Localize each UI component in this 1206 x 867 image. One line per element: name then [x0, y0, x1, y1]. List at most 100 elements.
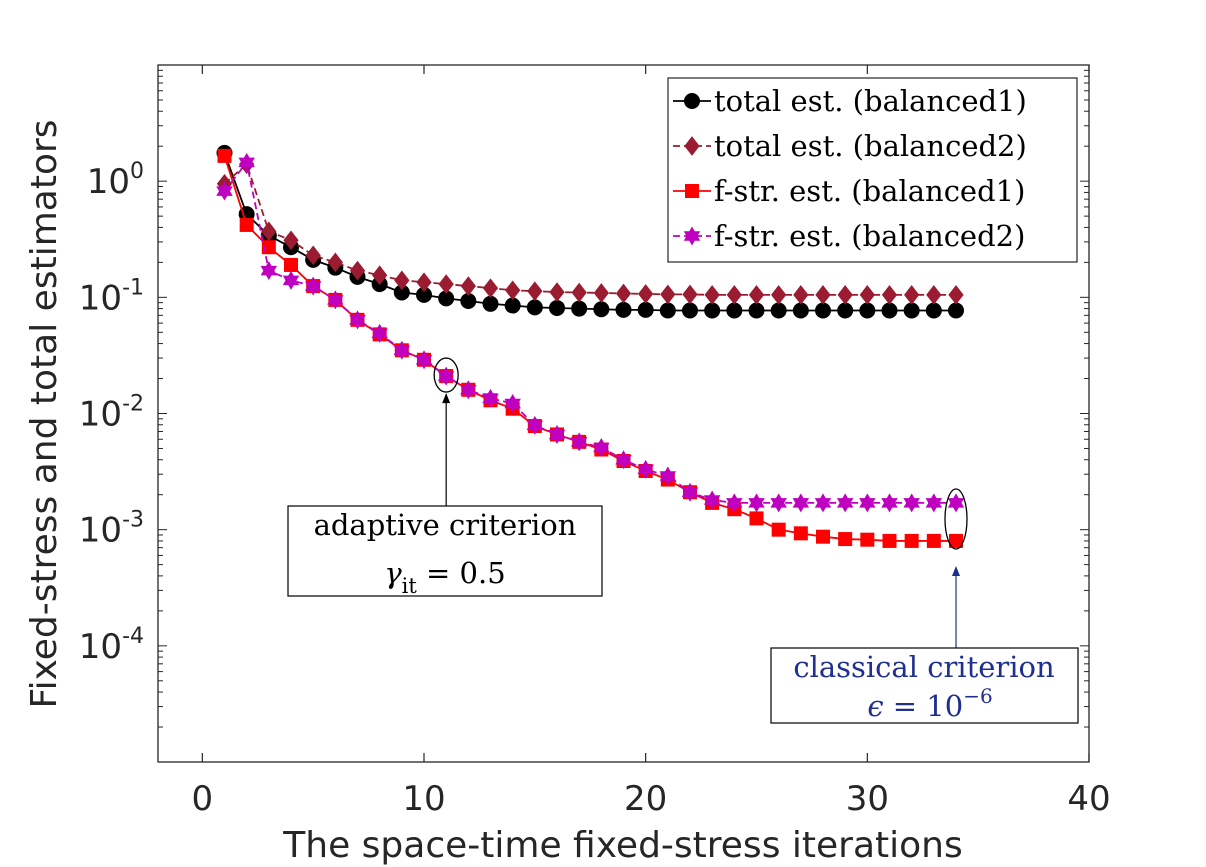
data-point: [816, 529, 830, 544]
adaptive-formula-symbol: γ: [384, 556, 402, 590]
data-point-b: [260, 265, 278, 281]
legend[interactable]: total est. (balanced1) total est. (balanc…: [667, 77, 1078, 263]
data-point: [815, 285, 831, 305]
y-tick-base: 10: [79, 395, 122, 435]
legend-entry-3[interactable]: f-str. est. (balanced1): [673, 174, 1025, 208]
data-point: [926, 533, 941, 548]
data-point-b: [637, 464, 654, 479]
data-point-b: [593, 442, 610, 457]
annotation-adaptive: adaptive criterion γit = 0.5: [287, 357, 603, 598]
data-point: [948, 302, 964, 319]
legend-entry-4[interactable]: f-str. est. (balanced2): [673, 219, 1025, 253]
y-tick-label: 10-2: [79, 392, 144, 435]
data-point: [904, 285, 920, 305]
data-point: [638, 284, 654, 304]
data-point-b: [349, 315, 366, 330]
legend-marker: [685, 184, 699, 198]
data-point: [527, 281, 543, 301]
data-point-b: [925, 498, 943, 513]
data-point-b: [615, 454, 632, 470]
data-point: [505, 280, 521, 301]
data-point: [882, 533, 897, 548]
y-tick-base: 10: [87, 162, 130, 202]
data-point-b: [748, 498, 765, 513]
data-point-b: [548, 429, 566, 444]
y-tick-exponent: -1: [122, 275, 144, 300]
legend-marker: [684, 136, 700, 156]
data-point: [416, 272, 432, 293]
data-point: [482, 278, 499, 298]
plot-marks: [216, 144, 965, 548]
data-point: [748, 285, 765, 305]
series-2: [216, 154, 964, 305]
data-point: [793, 285, 809, 305]
data-point-b: [681, 487, 699, 502]
classical-highlight-ellipse: [944, 488, 968, 550]
data-point: [660, 284, 676, 305]
data-point-b: [371, 328, 388, 343]
data-point: [305, 245, 321, 266]
data-point-b: [836, 498, 854, 513]
classical-label: classical criterion: [793, 650, 1054, 684]
legend-label: total est. (balanced2): [714, 129, 1027, 163]
data-point: [549, 282, 565, 302]
data-point: [726, 285, 742, 305]
legend-entry-2[interactable]: total est. (balanced2): [673, 129, 1027, 163]
data-point-b: [881, 498, 898, 513]
data-point-b: [659, 471, 677, 486]
data-point: [239, 217, 254, 232]
data-point-b: [327, 295, 344, 310]
data-point-b: [770, 498, 787, 513]
y-tick-exponent: 0: [130, 159, 144, 184]
data-point-b: [216, 186, 233, 201]
data-point: [860, 532, 875, 547]
y-tick-exponent: -4: [122, 624, 144, 649]
data-point: [771, 285, 787, 305]
data-point: [283, 230, 299, 251]
data-point: [394, 270, 410, 291]
legend-label: f-str. est. (balanced1): [714, 174, 1025, 208]
data-point: [637, 301, 654, 318]
classical-formula-value: = 10: [884, 689, 964, 723]
data-point: [372, 265, 388, 286]
data-point: [859, 285, 875, 305]
data-point: [615, 283, 632, 304]
series-line: [223, 162, 956, 296]
legend-entry-1[interactable]: total est. (balanced1): [673, 84, 1027, 118]
adaptive-arrow-head: [442, 393, 451, 404]
classical-formula-exponent: −6: [963, 684, 992, 708]
classical-arrow-head: [952, 566, 960, 576]
data-point-b: [792, 498, 810, 513]
data-point: [504, 297, 521, 314]
data-point: [682, 302, 698, 319]
x-axis-label: The space-time fixed-stress iterations: [282, 825, 962, 866]
data-point: [838, 532, 853, 547]
x-tick-label: 40: [1067, 779, 1110, 819]
data-point: [726, 302, 743, 319]
adaptive-formula: γit = 0.5: [384, 556, 505, 598]
data-point: [903, 302, 920, 319]
data-point-b: [393, 345, 411, 360]
series-line: [223, 160, 956, 504]
legend-marker: [684, 93, 700, 109]
y-tick-exponent: -3: [122, 508, 144, 533]
data-point: [815, 302, 831, 319]
legend-marker-b: [683, 231, 701, 246]
data-point: [925, 302, 942, 319]
adaptive-label: adaptive criterion: [314, 508, 577, 542]
data-point-b: [726, 498, 743, 513]
data-point-b: [437, 371, 455, 386]
y-tick-base: 10: [79, 278, 122, 318]
y-tick-exponent: -2: [122, 392, 144, 417]
data-point-b: [415, 355, 433, 370]
x-tick-label: 0: [192, 779, 214, 819]
data-point: [749, 511, 764, 526]
x-tick-label: 20: [624, 779, 667, 819]
data-point: [593, 283, 609, 303]
legend-box: [667, 77, 1078, 263]
data-point: [571, 282, 587, 303]
classical-box: [770, 647, 1079, 724]
data-point: [284, 257, 298, 272]
